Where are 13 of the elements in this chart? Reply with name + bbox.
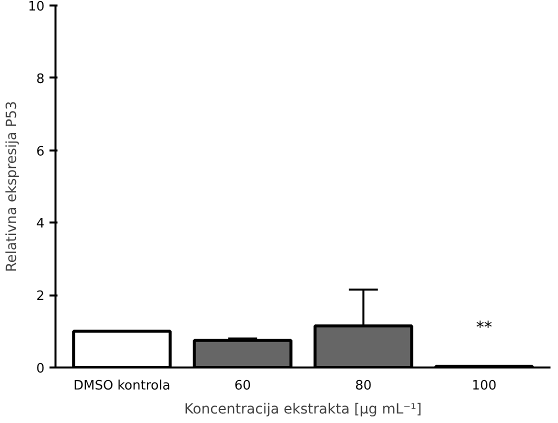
y-tick-label: 10: [28, 0, 45, 14]
annotation: **: [476, 317, 492, 336]
y-tick-label: 2: [36, 289, 45, 304]
x-axis-title: Koncentracija ekstrakta [μg mL⁻¹]: [184, 402, 422, 418]
x-tick-label: 80: [355, 378, 372, 394]
y-tick-label: 0: [36, 362, 45, 376]
x-tick-label: 100: [472, 378, 497, 394]
y-tick-label: 4: [36, 216, 45, 232]
x-tick-label: DMSO kontrola: [74, 378, 170, 394]
y-tick-label: 6: [36, 144, 45, 160]
x-tick-label: 60: [234, 378, 251, 394]
y-axis-title: Relativna ekspresija P53: [4, 100, 20, 272]
y-tick-label: 8: [36, 72, 45, 87]
